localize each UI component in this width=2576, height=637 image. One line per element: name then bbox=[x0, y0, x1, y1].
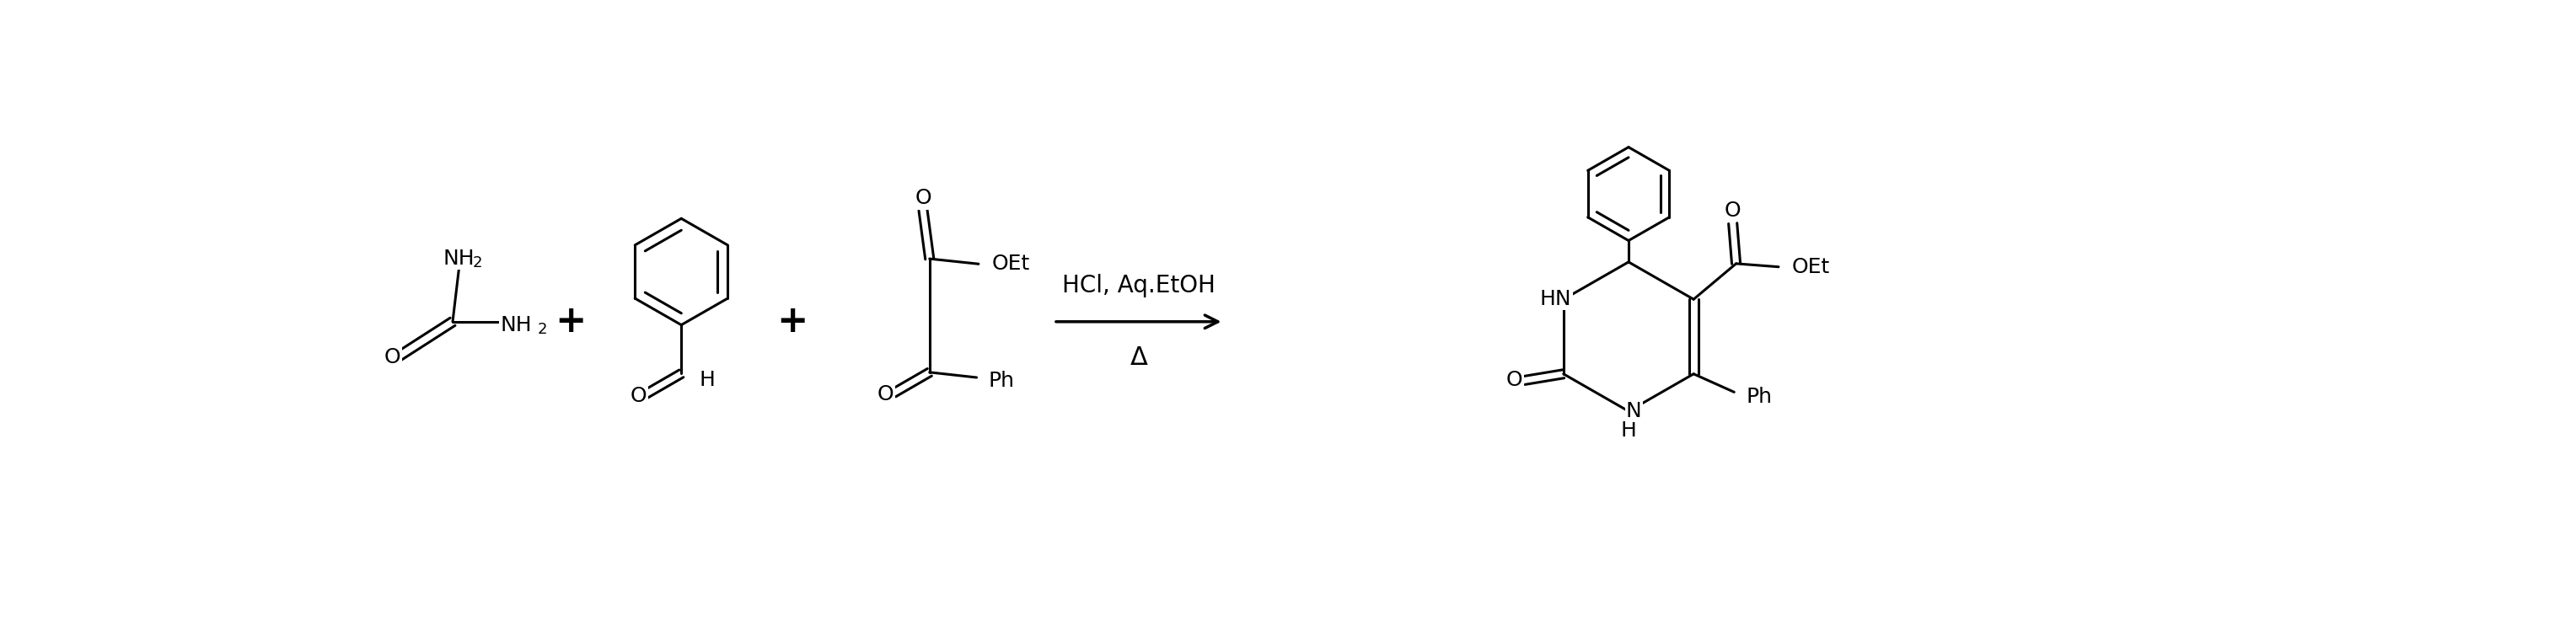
Text: O: O bbox=[631, 385, 647, 406]
Text: +: + bbox=[554, 304, 585, 340]
Text: NH: NH bbox=[500, 315, 531, 335]
Text: Ph: Ph bbox=[989, 371, 1015, 391]
Text: H: H bbox=[701, 370, 716, 390]
Text: N: N bbox=[1625, 401, 1641, 421]
Text: Δ: Δ bbox=[1131, 345, 1146, 369]
Text: O: O bbox=[914, 189, 933, 208]
Text: OEt: OEt bbox=[1793, 257, 1832, 277]
Text: 2: 2 bbox=[471, 255, 482, 271]
Text: +: + bbox=[775, 304, 809, 340]
Text: 2: 2 bbox=[538, 322, 546, 337]
Text: NH: NH bbox=[443, 248, 474, 269]
Text: Ph: Ph bbox=[1747, 387, 1772, 408]
Text: O: O bbox=[878, 384, 894, 404]
Text: O: O bbox=[1723, 200, 1741, 220]
Text: O: O bbox=[1507, 370, 1522, 390]
Text: H: H bbox=[1620, 420, 1636, 441]
Text: OEt: OEt bbox=[992, 254, 1030, 274]
Text: HN: HN bbox=[1540, 289, 1571, 310]
Text: HCl, Aq.EtOH: HCl, Aq.EtOH bbox=[1061, 274, 1216, 297]
Text: O: O bbox=[384, 347, 402, 368]
